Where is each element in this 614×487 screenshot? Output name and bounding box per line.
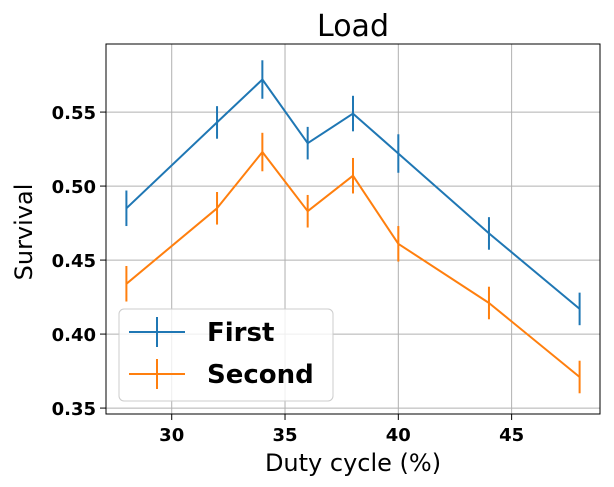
series-line: [125, 78, 581, 310]
series-second: [125, 132, 581, 394]
series-line: [125, 151, 581, 378]
y-axis-ticks: 0.35 0.40 0.45 0.50 0.55: [52, 103, 106, 420]
x-tick-label: 30: [159, 425, 184, 446]
x-tick-label: 45: [499, 425, 524, 446]
legend: First Second: [118, 308, 334, 402]
legend-item-second: Second: [129, 359, 314, 390]
y-axis-label: Survival: [10, 184, 38, 281]
legend-label: First: [207, 318, 274, 348]
y-tick-label: 0.55: [52, 103, 96, 124]
y-tick-label: 0.45: [52, 251, 96, 272]
plot-series: [125, 60, 581, 394]
series-first: [125, 60, 581, 326]
y-tick-label: 0.50: [52, 177, 96, 198]
chart-title: Load: [317, 9, 389, 44]
x-tick-label: 40: [386, 425, 411, 446]
legend-item-first: First: [129, 317, 274, 348]
plot-frame: [105, 43, 601, 415]
x-axis-label: Duty cycle (%): [265, 449, 441, 477]
x-axis-ticks: 30 35 40 45: [159, 414, 524, 446]
y-tick-label: 0.40: [52, 325, 96, 346]
x-tick-label: 35: [272, 425, 297, 446]
y-tick-label: 0.35: [52, 399, 96, 420]
legend-label: Second: [207, 360, 314, 390]
